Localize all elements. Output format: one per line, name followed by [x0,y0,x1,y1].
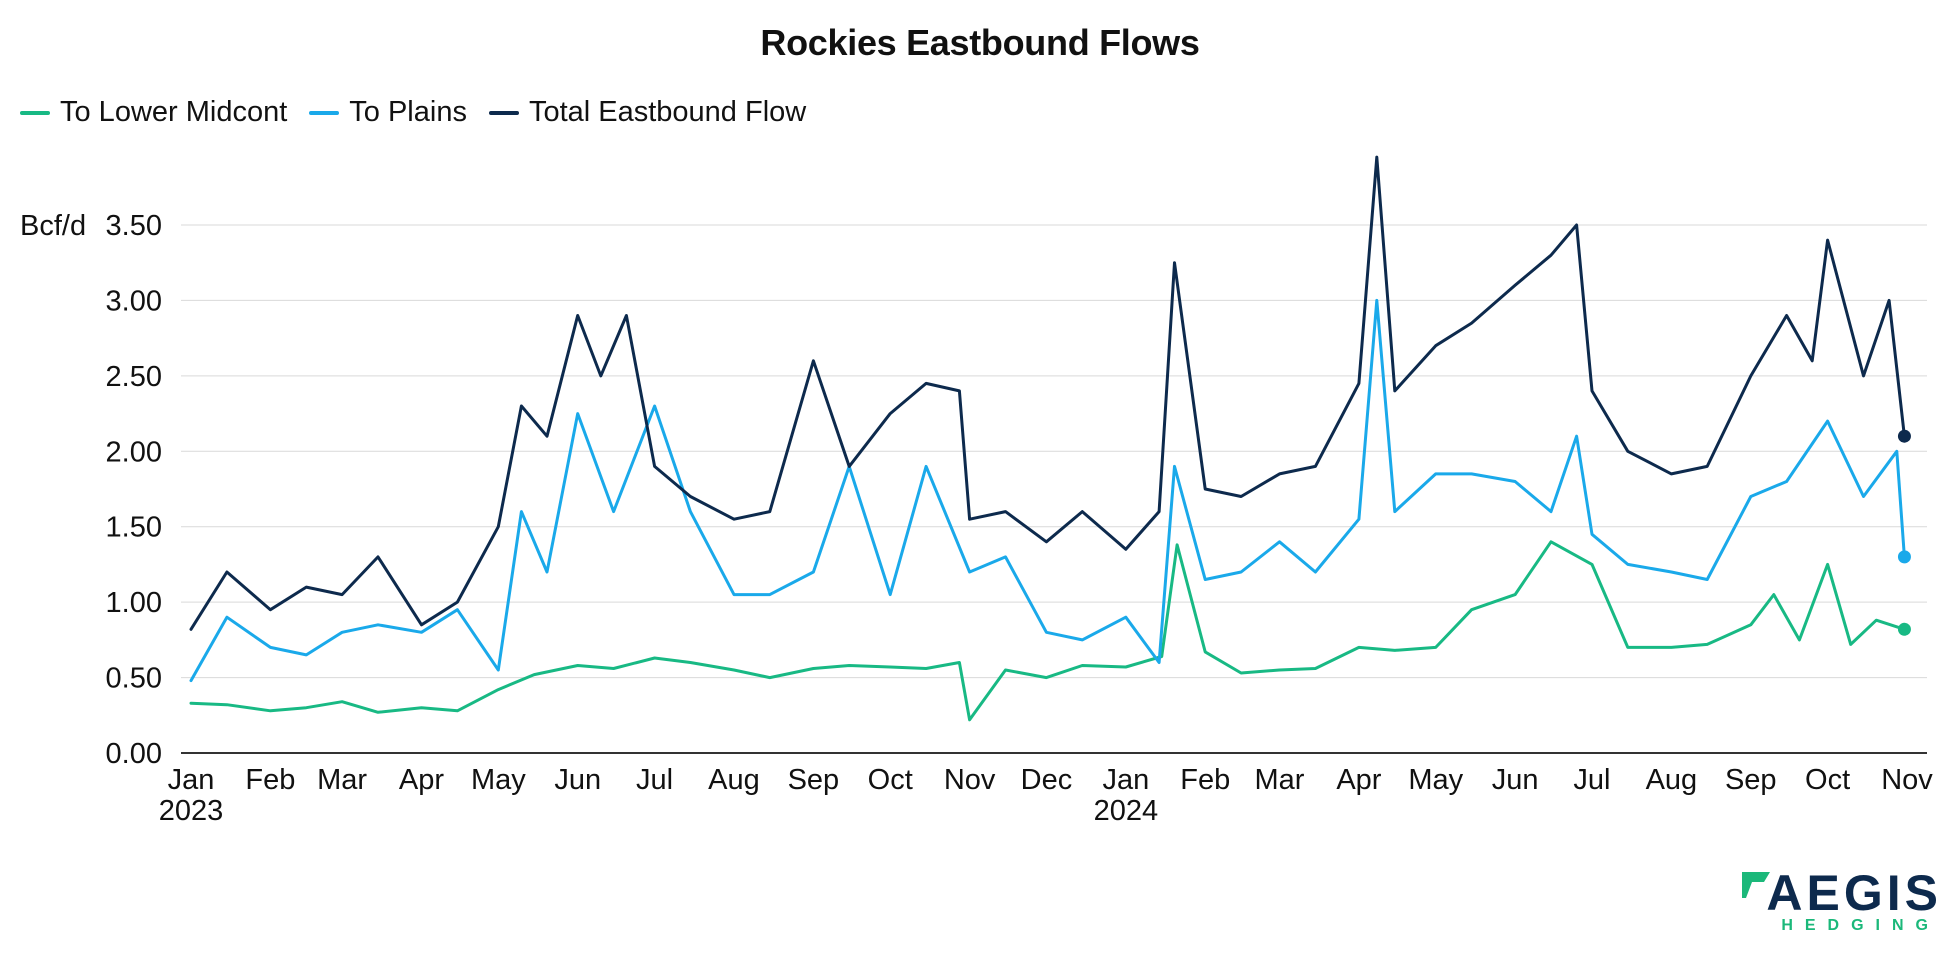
x-tick-label: Feb [1180,764,1230,796]
chart-title: Rockies Eastbound Flows [760,22,1200,63]
x-tick-year-label: 2024 [1094,795,1159,827]
x-tick-label: May [1408,764,1463,796]
x-tick-label: Jan [1102,764,1149,796]
legend-swatch-total [488,110,519,115]
x-tick-label: Aug [708,764,760,796]
series-line-1 [189,298,1906,683]
y-axis-label: Bcf/d [20,210,86,242]
legend-item-total[interactable]: Total Eastbound Flow [488,96,807,129]
series-line-0 [189,540,1906,722]
y-tick-label: 0.50 [106,663,162,695]
x-tick-label: Jan [168,764,215,796]
x-tick-label: Jun [554,764,601,796]
aegis-hedging-logo: AEGIS HEDGING [1742,868,1942,938]
x-tick-label: Mar [1255,764,1305,796]
x-tick-label: Jun [1492,764,1539,796]
x-tick-label: Jul [1573,764,1610,796]
series-end-marker-2 [1897,429,1911,443]
y-tick-label: 1.00 [106,587,162,619]
x-tick-label: Nov [944,764,996,796]
y-tick-label: 3.50 [106,210,162,242]
logo-text-sub: HEDGING [1781,917,1940,934]
legend-label-plains: To Plains [349,96,467,128]
x-tick-year-label: 2023 [159,795,224,827]
x-tick-label: Aug [1646,764,1698,796]
series-line-2 [189,155,1906,631]
legend-label-total: Total Eastbound Flow [528,96,807,128]
x-tick-label: May [471,764,526,796]
x-tick-label: Oct [1805,764,1850,796]
y-tick-label: 0.00 [106,738,162,770]
x-tick-label: Sep [788,764,840,796]
x-tick-label: Feb [245,764,295,796]
legend-swatch-plains [309,110,340,115]
x-tick-label: Sep [1725,764,1777,796]
x-tick-label: Oct [868,764,913,796]
x-tick-label: Mar [317,764,367,796]
series-end-marker-1 [1897,550,1911,564]
x-tick-label: Apr [1336,764,1381,796]
x-tick-label: Apr [399,764,444,796]
aegis-logo-mark-icon [1742,872,1770,898]
y-tick-label: 2.00 [106,436,162,468]
legend-swatch-lower-midcont [20,110,50,115]
logo-text-main: AEGIS [1766,865,1942,921]
x-tick-label: Nov [1881,764,1933,796]
y-tick-label: 2.50 [106,361,162,393]
series-end-marker-0 [1897,622,1911,636]
legend-label-lower-midcont: To Lower Midcont [60,96,288,128]
x-tick-label: Dec [1021,764,1073,796]
legend-item-lower-midcont[interactable]: To Lower Midcont [20,96,287,129]
y-tick-label: 3.00 [106,285,162,317]
x-tick-label: Jul [636,764,673,796]
legend-item-plains[interactable]: To Plains [309,96,467,129]
chart-legend: To Lower Midcont To Plains Total Eastbou… [20,96,806,129]
y-tick-label: 1.50 [106,512,162,544]
